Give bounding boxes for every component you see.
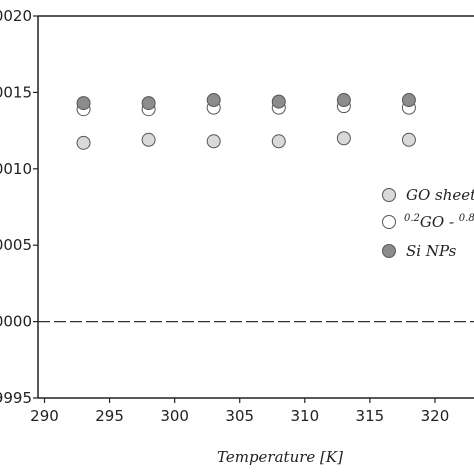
data-point-series-0 (401, 132, 416, 147)
data-point-series-2 (206, 93, 221, 108)
legend-marker-si-nps (382, 244, 396, 258)
y-tick-label: 0020 (0, 7, 32, 25)
data-point-series-2 (336, 93, 351, 108)
x-tick-label: 290 (30, 407, 59, 425)
legend-marker-composite (382, 215, 396, 229)
legend-marker-go-sheet (382, 188, 396, 202)
x-tick-label: 315 (356, 407, 385, 425)
x-tick-label: 305 (225, 407, 254, 425)
x-tick-label: 310 (290, 407, 319, 425)
legend-label-go-sheet: GO sheet (406, 186, 474, 204)
data-point-series-0 (336, 131, 351, 146)
axes-layer (37, 15, 474, 399)
data-point-series-2 (271, 94, 286, 109)
legend: GO sheet 0.2GO - 0.8 Si NPs (382, 186, 474, 260)
x-tick-label: 320 (421, 407, 450, 425)
legend-label-composite-sup2: 0.8 (459, 213, 474, 224)
x-axis-title: Temperature [K] (217, 448, 343, 466)
points-layer (76, 93, 416, 150)
legend-label-composite: 0.2GO - 0.8 (404, 213, 474, 231)
data-point-series-0 (76, 135, 91, 150)
data-point-series-0 (141, 132, 156, 147)
legend-label-si-nps: Si NPs (406, 242, 457, 260)
data-point-series-0 (271, 134, 286, 149)
y-tick-label: 9995 (0, 389, 32, 407)
legend-label-composite-main: GO - (420, 213, 459, 231)
data-point-series-2 (141, 96, 156, 111)
x-tick-label: 300 (160, 407, 189, 425)
data-point-series-0 (206, 134, 221, 149)
x-tick-label: 295 (95, 407, 124, 425)
legend-label-composite-sup1: 0.2 (404, 213, 420, 224)
y-tick-label: 0010 (0, 160, 32, 178)
data-point-series-2 (76, 96, 91, 111)
data-point-series-2 (401, 93, 416, 108)
